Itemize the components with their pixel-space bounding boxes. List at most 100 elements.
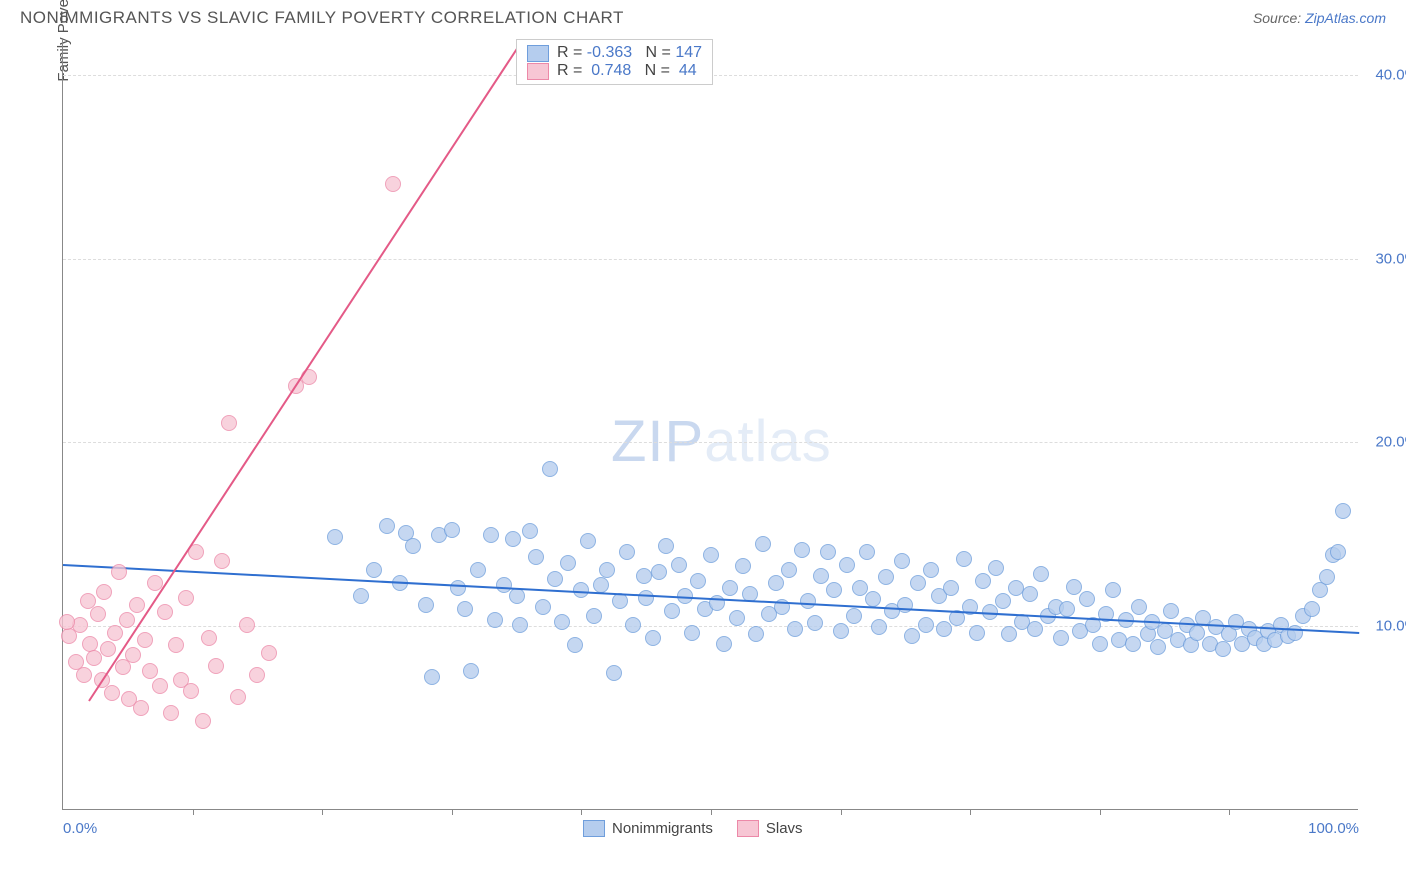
scatter-point: [807, 615, 823, 631]
x-tick: [970, 809, 971, 815]
scatter-point: [878, 569, 894, 585]
scatter-point: [119, 612, 135, 628]
scatter-point: [846, 608, 862, 624]
scatter-point: [1079, 591, 1095, 607]
source-prefix: Source:: [1253, 10, 1305, 26]
scatter-point: [638, 590, 654, 606]
scatter-point: [163, 705, 179, 721]
scatter-point: [214, 553, 230, 569]
scatter-point: [554, 614, 570, 630]
correlation-legend-row: R = 0.748 N = 44: [527, 62, 702, 80]
scatter-point: [1287, 625, 1303, 641]
scatter-point: [86, 650, 102, 666]
scatter-point: [96, 584, 112, 600]
trend-line: [63, 564, 1359, 634]
y-tick-label: 40.0%: [1375, 66, 1406, 83]
scatter-point: [76, 667, 92, 683]
chart-source: Source: ZipAtlas.com: [1253, 10, 1386, 26]
scatter-point: [1022, 586, 1038, 602]
scatter-point: [969, 625, 985, 641]
scatter-point: [1105, 582, 1121, 598]
scatter-point: [1150, 639, 1166, 655]
scatter-point: [580, 533, 596, 549]
scatter-point: [379, 518, 395, 534]
scatter-point: [107, 625, 123, 641]
x-tick: [1100, 809, 1101, 815]
legend-swatch: [527, 63, 549, 80]
scatter-point: [651, 564, 667, 580]
scatter-point: [813, 568, 829, 584]
scatter-point: [1125, 636, 1141, 652]
scatter-point: [487, 612, 503, 628]
scatter-point: [735, 558, 751, 574]
scatter-point: [1215, 641, 1231, 657]
scatter-point: [505, 531, 521, 547]
scatter-point: [833, 623, 849, 639]
series-legend: NonimmigrantsSlavs: [583, 820, 803, 837]
scatter-point: [1033, 566, 1049, 582]
x-tick: [581, 809, 582, 815]
scatter-point: [405, 538, 421, 554]
scatter-point: [904, 628, 920, 644]
scatter-point: [1066, 579, 1082, 595]
scatter-point: [115, 659, 131, 675]
scatter-point: [690, 573, 706, 589]
scatter-point: [201, 630, 217, 646]
x-tick: [452, 809, 453, 815]
scatter-point: [59, 614, 75, 630]
scatter-point: [547, 571, 563, 587]
scatter-point: [826, 582, 842, 598]
gridline-h: [63, 259, 1358, 260]
scatter-point: [729, 610, 745, 626]
scatter-point: [157, 604, 173, 620]
scatter-point: [865, 591, 881, 607]
scatter-point: [104, 685, 120, 701]
scatter-point: [509, 588, 525, 604]
scatter-point: [956, 551, 972, 567]
scatter-point: [820, 544, 836, 560]
scatter-point: [567, 637, 583, 653]
scatter-point: [625, 617, 641, 633]
scatter-point: [183, 683, 199, 699]
scatter-point: [658, 538, 674, 554]
scatter-point: [542, 461, 558, 477]
scatter-point: [353, 588, 369, 604]
scatter-point: [129, 597, 145, 613]
x-tick: [841, 809, 842, 815]
scatter-point: [152, 678, 168, 694]
x-tick: [1229, 809, 1230, 815]
scatter-point: [975, 573, 991, 589]
scatter-point: [168, 637, 184, 653]
scatter-point: [664, 603, 680, 619]
series-legend-item: Nonimmigrants: [583, 820, 713, 837]
scatter-point: [1092, 636, 1108, 652]
scatter-point: [800, 593, 816, 609]
scatter-point: [195, 713, 211, 729]
scatter-point: [528, 549, 544, 565]
scatter-point: [716, 636, 732, 652]
scatter-point: [90, 606, 106, 622]
scatter-point: [221, 415, 237, 431]
scatter-point: [684, 625, 700, 641]
scatter-point: [787, 621, 803, 637]
scatter-point: [142, 663, 158, 679]
scatter-point: [995, 593, 1011, 609]
x-tick: [193, 809, 194, 815]
scatter-point: [871, 619, 887, 635]
scatter-point: [444, 522, 460, 538]
scatter-point: [936, 621, 952, 637]
scatter-point: [722, 580, 738, 596]
scatter-point: [839, 557, 855, 573]
x-tick: [322, 809, 323, 815]
source-link[interactable]: ZipAtlas.com: [1305, 10, 1386, 26]
scatter-point: [988, 560, 1004, 576]
legend-swatch: [527, 45, 549, 62]
scatter-point: [100, 641, 116, 657]
scatter-point: [923, 562, 939, 578]
legend-swatch: [737, 820, 759, 837]
scatter-point: [133, 700, 149, 716]
scatter-point: [111, 564, 127, 580]
scatter-point: [125, 647, 141, 663]
scatter-point: [755, 536, 771, 552]
scatter-point: [230, 689, 246, 705]
